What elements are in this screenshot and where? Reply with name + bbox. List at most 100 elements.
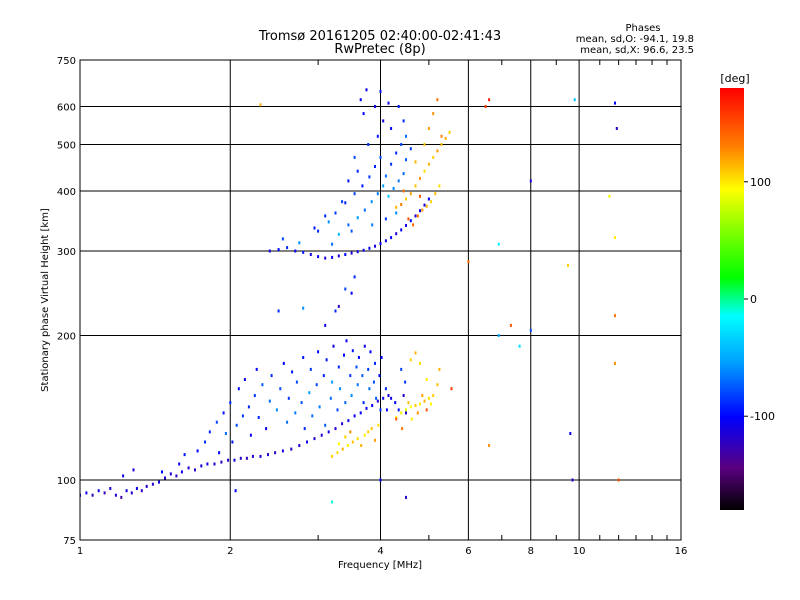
x-tick-label: 4 xyxy=(377,546,383,557)
data-point xyxy=(341,422,344,426)
data-point xyxy=(374,361,376,365)
data-point xyxy=(300,401,303,405)
data-point xyxy=(438,184,441,188)
data-point xyxy=(261,383,264,387)
data-point xyxy=(448,130,451,134)
data-point xyxy=(356,437,359,441)
data-point xyxy=(322,374,325,378)
data-point xyxy=(259,103,262,107)
x-tick-label: 16 xyxy=(675,546,688,557)
data-point xyxy=(291,370,294,374)
data-point xyxy=(427,127,430,130)
data-point xyxy=(573,98,576,102)
data-point xyxy=(423,399,426,403)
data-point xyxy=(183,453,186,457)
data-point xyxy=(320,433,323,437)
data-point xyxy=(370,200,373,204)
data-point xyxy=(331,242,334,246)
data-point xyxy=(414,160,417,164)
data-point xyxy=(402,172,405,176)
data-point xyxy=(397,105,400,108)
data-point xyxy=(277,248,280,252)
data-point xyxy=(438,367,441,371)
data-point xyxy=(617,478,620,482)
data-point xyxy=(387,194,390,198)
data-point xyxy=(400,143,403,146)
data-point xyxy=(419,176,421,180)
data-point xyxy=(368,246,371,250)
data-point xyxy=(395,211,398,215)
data-point xyxy=(351,349,354,353)
data-point xyxy=(334,309,337,313)
data-point xyxy=(337,304,340,308)
data-point xyxy=(347,419,350,423)
data-point xyxy=(421,208,424,212)
data-point xyxy=(302,306,305,310)
y-tick-label: 100 xyxy=(57,476,76,487)
data-point xyxy=(290,447,293,451)
data-point xyxy=(384,217,387,221)
data-point xyxy=(241,414,244,418)
data-point xyxy=(122,474,125,478)
data-point xyxy=(436,149,439,153)
data-point xyxy=(336,451,339,455)
data-point xyxy=(200,464,203,468)
data-point xyxy=(344,435,347,439)
data-point xyxy=(331,500,334,504)
data-point xyxy=(337,442,340,446)
data-point xyxy=(324,256,327,260)
x-axis-ticks: 1 2 4 6 8 10 16 xyxy=(77,546,688,557)
data-point xyxy=(281,237,284,241)
data-point xyxy=(367,430,370,434)
data-point xyxy=(405,134,407,138)
data-point xyxy=(356,250,359,254)
data-point xyxy=(313,226,316,230)
x-tick-label: 2 xyxy=(227,546,233,557)
data-point xyxy=(392,187,395,190)
data-point xyxy=(379,408,382,412)
data-point xyxy=(294,411,297,415)
data-point xyxy=(509,323,512,327)
data-point xyxy=(287,396,290,400)
data-point xyxy=(327,220,330,224)
data-point xyxy=(350,251,353,255)
data-point xyxy=(178,462,181,466)
data-point xyxy=(432,112,435,116)
data-point xyxy=(414,184,417,188)
data-point xyxy=(614,361,616,365)
x-axis-label: Frequency [MHz] xyxy=(338,560,422,571)
data-point xyxy=(362,401,365,405)
data-point xyxy=(400,228,403,232)
data-point xyxy=(349,374,352,378)
colorbar xyxy=(720,88,744,510)
data-point xyxy=(409,358,412,362)
data-point xyxy=(237,387,240,391)
data-point xyxy=(368,175,371,179)
data-point xyxy=(114,493,117,497)
data-point xyxy=(356,216,359,220)
data-point xyxy=(274,451,277,455)
data-point xyxy=(363,433,366,437)
data-point xyxy=(365,406,368,410)
data-point xyxy=(374,244,376,248)
data-point xyxy=(384,387,387,391)
data-point xyxy=(360,444,363,447)
data-point xyxy=(375,396,378,400)
data-point xyxy=(239,456,242,460)
data-point xyxy=(363,208,366,212)
data-point xyxy=(336,408,339,412)
data-point xyxy=(382,184,385,188)
data-point xyxy=(416,214,419,218)
data-point xyxy=(371,223,374,227)
data-point xyxy=(350,229,353,233)
data-point xyxy=(430,402,432,406)
data-point xyxy=(488,444,491,447)
data-point xyxy=(347,179,350,183)
y-axis-label: Stationary phase Virtual Height [km] xyxy=(40,208,51,392)
data-point xyxy=(567,263,569,267)
data-point xyxy=(222,411,225,415)
colorbar-tick-label: 100 xyxy=(750,176,771,189)
data-point xyxy=(229,401,232,405)
data-point xyxy=(384,239,387,243)
data-point xyxy=(347,223,350,227)
